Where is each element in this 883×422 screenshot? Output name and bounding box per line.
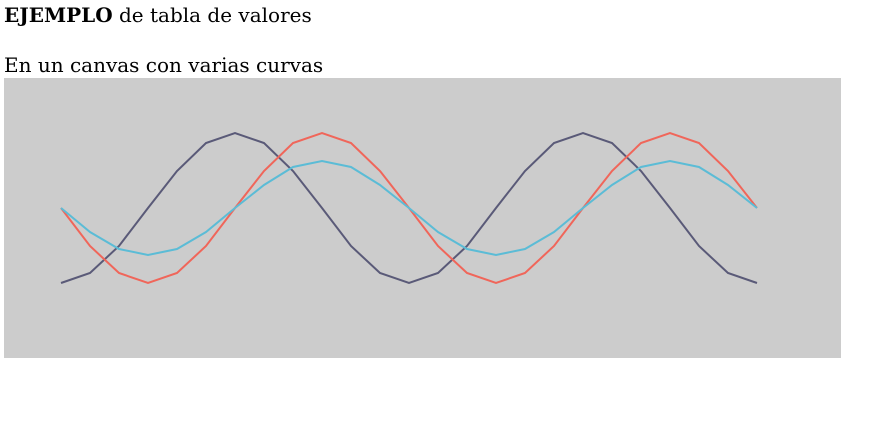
heading: EJEMPLO de tabla de valores bbox=[4, 3, 312, 27]
heading-bold: EJEMPLO bbox=[4, 3, 113, 27]
caption: En un canvas con varias curvas bbox=[4, 53, 324, 77]
chart bbox=[4, 78, 841, 358]
curve bbox=[60, 131, 758, 285]
curve bbox=[60, 159, 758, 257]
heading-rest: de tabla de valores bbox=[118, 3, 312, 27]
